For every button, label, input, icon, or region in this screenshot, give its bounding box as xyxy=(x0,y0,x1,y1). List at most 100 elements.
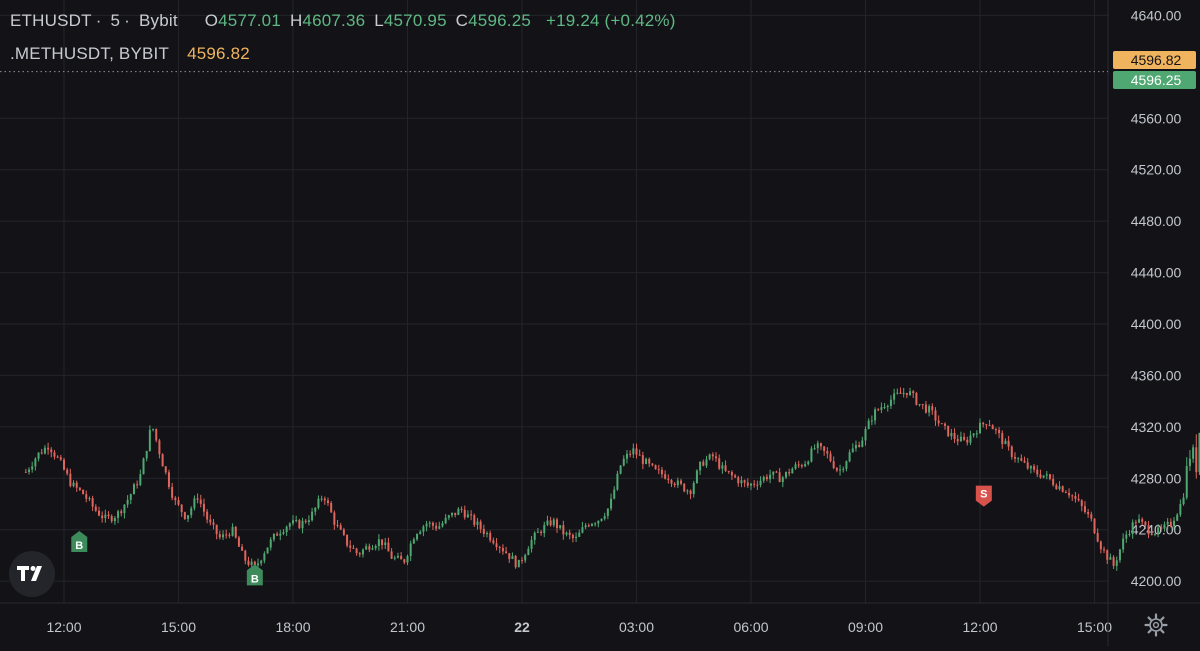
candle-body xyxy=(861,440,864,447)
candle-body xyxy=(1048,474,1051,479)
candle-body xyxy=(829,453,832,462)
candle-body xyxy=(616,473,619,490)
candle-body xyxy=(559,525,562,528)
candle-body xyxy=(276,533,279,536)
candle-body xyxy=(1045,474,1048,476)
candle-body xyxy=(1080,500,1083,507)
candle-body xyxy=(470,514,473,516)
candle-body xyxy=(711,454,714,457)
interval-label[interactable]: 5 xyxy=(110,11,121,30)
x-tick-label: 12:00 xyxy=(962,619,997,635)
candle-body xyxy=(638,454,641,456)
candle-body xyxy=(234,526,237,538)
candle-body xyxy=(676,480,679,486)
candle-body xyxy=(1115,560,1118,566)
candle-body xyxy=(835,468,838,471)
candle-body xyxy=(463,509,466,518)
candle-body xyxy=(358,553,361,555)
candle-body xyxy=(190,508,193,516)
candle-body xyxy=(940,423,943,425)
candle-body xyxy=(816,443,819,449)
candle-body xyxy=(753,483,756,485)
candle-body xyxy=(1195,447,1198,473)
candle-body xyxy=(1061,486,1064,492)
candle-body xyxy=(167,472,170,487)
candle-body xyxy=(85,494,88,499)
indicator-legend[interactable]: .METHUSDT, BYBIT 4596.82 xyxy=(10,44,254,64)
candle-body xyxy=(702,461,705,466)
change-value: +19.24 (+0.42%) xyxy=(545,11,676,30)
indicator-name[interactable]: .METHUSDT, BYBIT xyxy=(10,44,170,63)
candle-body xyxy=(323,498,326,501)
symbol-name[interactable]: ETHUSDT xyxy=(10,11,92,30)
candle-body xyxy=(765,476,768,480)
candle-body xyxy=(982,422,985,425)
candle-body xyxy=(651,463,654,466)
candle-body xyxy=(37,452,40,459)
exchange-label: Bybit xyxy=(138,11,178,30)
candle-body xyxy=(1131,522,1134,535)
candle-body xyxy=(158,440,161,455)
candle-body xyxy=(606,508,609,516)
candle-body xyxy=(1039,474,1042,478)
candle-body xyxy=(584,525,587,528)
candle-body xyxy=(848,452,851,462)
legend-dot-2: · xyxy=(124,11,131,30)
candle-body xyxy=(867,420,870,430)
candle-body xyxy=(129,494,132,500)
symbol-legend[interactable]: ETHUSDT · 5 · Bybit O4577.01 H4607.36 L457… xyxy=(10,11,680,31)
candle-body xyxy=(301,520,304,529)
candle-body xyxy=(1157,527,1160,534)
candle-body xyxy=(282,532,285,534)
candle-body xyxy=(288,523,291,527)
candle-body xyxy=(177,500,180,505)
candle-body xyxy=(810,448,813,462)
candle-body xyxy=(963,436,966,440)
candle-body xyxy=(587,525,590,527)
candle-body xyxy=(944,423,947,426)
candle-body xyxy=(212,522,215,525)
candle-body xyxy=(575,536,578,539)
candle-body xyxy=(393,557,396,559)
candle-body xyxy=(975,433,978,435)
candle-body xyxy=(826,451,829,454)
candle-body xyxy=(1023,460,1026,463)
candle-body xyxy=(1128,534,1131,536)
candle-body xyxy=(832,461,835,469)
candle-body xyxy=(870,420,873,422)
candle-body xyxy=(1029,466,1032,469)
candle-body xyxy=(304,520,307,523)
candle-body xyxy=(565,532,568,535)
candle-body xyxy=(692,483,695,495)
candle-body xyxy=(578,532,581,537)
candle-body xyxy=(1118,549,1121,561)
candle-body xyxy=(966,439,969,443)
candle-body xyxy=(422,526,425,532)
candle-body xyxy=(1026,462,1029,469)
y-tick-label: 4640.00 xyxy=(1131,7,1182,23)
candle-body xyxy=(326,500,329,504)
close-value: 4596.25 xyxy=(468,11,532,30)
candle-body xyxy=(183,512,186,519)
grid xyxy=(0,0,1108,603)
candle-body xyxy=(82,489,85,495)
candle-body xyxy=(1071,495,1074,497)
x-tick-label: 12:00 xyxy=(46,619,81,635)
candle-body xyxy=(132,484,135,495)
candle-body xyxy=(775,471,778,473)
settings-button[interactable] xyxy=(1143,612,1169,638)
candle-body xyxy=(737,477,740,484)
candle-body xyxy=(549,520,552,526)
candle-body xyxy=(454,512,457,515)
candle-body xyxy=(476,521,479,525)
candle-body xyxy=(59,457,62,460)
tradingview-logo[interactable] xyxy=(9,551,55,597)
candle-body xyxy=(1153,533,1156,535)
candle-body xyxy=(931,406,934,411)
candle-body xyxy=(1109,557,1112,560)
candle-body xyxy=(902,392,905,394)
candle-body xyxy=(241,546,244,551)
candle-body xyxy=(552,519,555,526)
